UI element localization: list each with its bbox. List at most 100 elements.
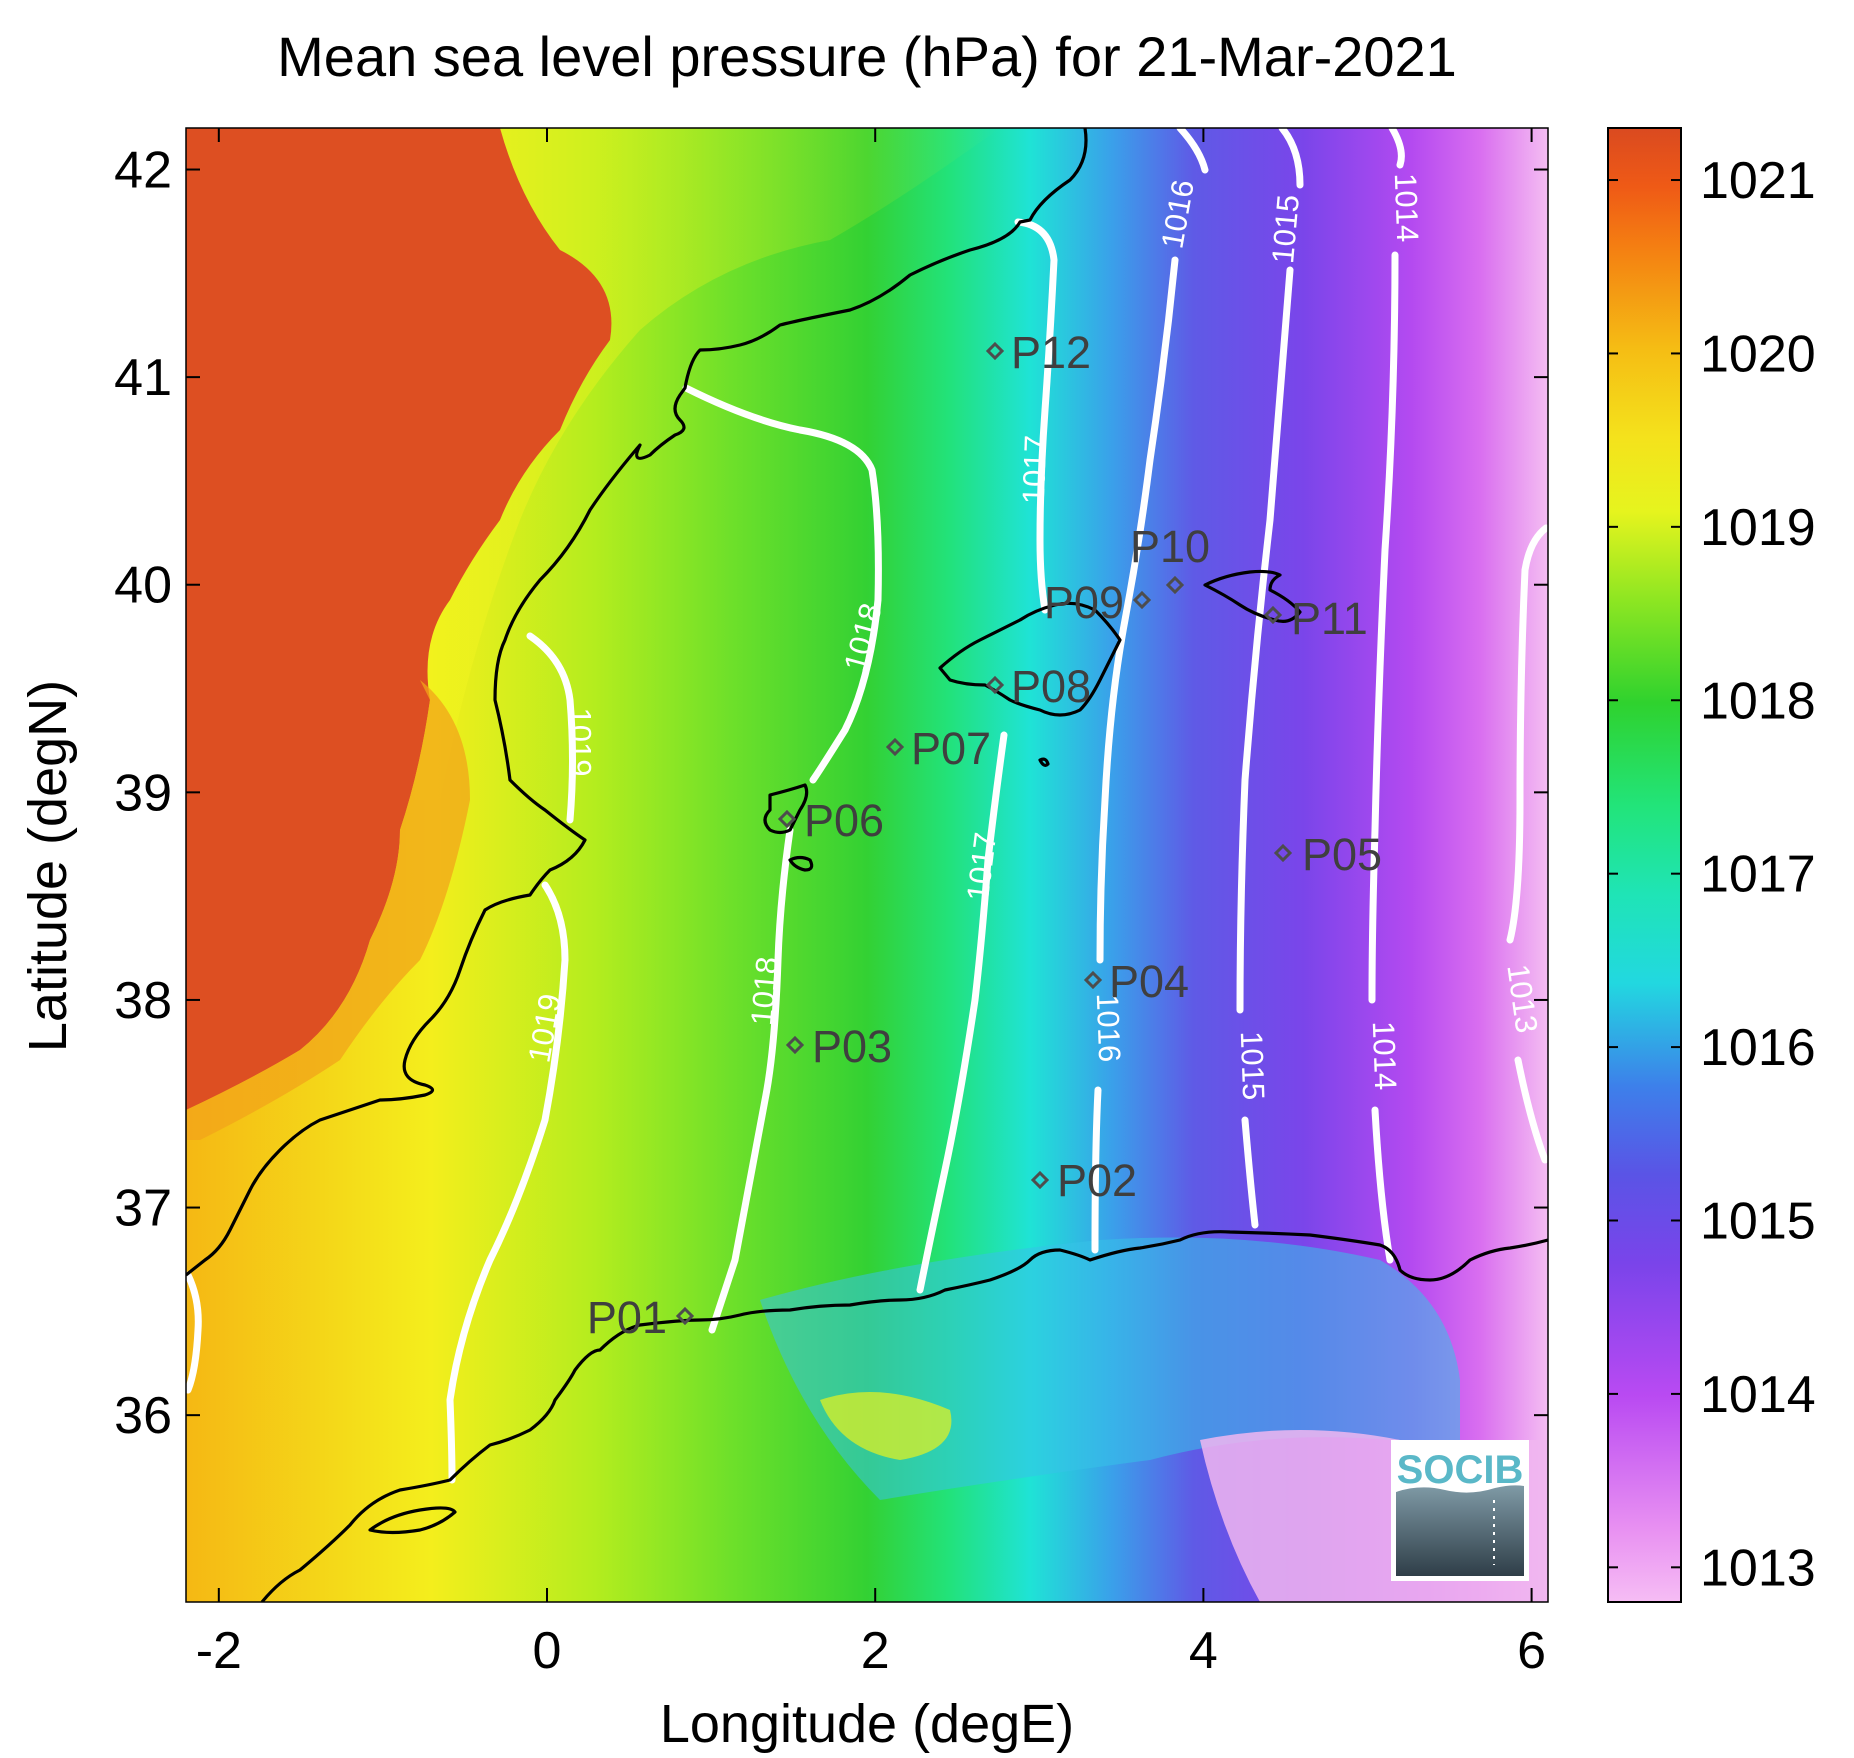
station-marker [675, 1306, 695, 1326]
contour-1013-south [1514, 1056, 1548, 1164]
station-P10[interactable]: P10 [1130, 521, 1210, 595]
contour-1015-south [1241, 1116, 1259, 1229]
coastline-ibiza [763, 783, 809, 835]
x-axis-label: Longitude (degE) [660, 1694, 1074, 1754]
colorbar-ticks: 1013 1014 1015 1016 1017 1018 1019 1020 1021 [1608, 152, 1816, 1597]
contour-1019-west [186, 1271, 202, 1394]
colorbar-tick-label: 1016 [1700, 1019, 1816, 1077]
station-label: P01 [587, 1292, 667, 1343]
contour-label: 1016 [1090, 993, 1127, 1063]
coastline-iberia [186, 128, 1088, 1277]
colorbar-fill [1607, 127, 1682, 1603]
coastline-mallorca [938, 601, 1122, 717]
station-marker [985, 675, 1005, 695]
africa-yellow-patch [820, 1392, 952, 1460]
station-label: P12 [1011, 327, 1091, 378]
station-P03[interactable]: P03 [785, 1021, 892, 1072]
coastline-formentera [788, 855, 814, 872]
iberia-high-region [186, 128, 612, 1110]
coastline-africa [260, 1230, 1548, 1602]
logo-wave [1396, 1485, 1524, 1576]
station-marker [985, 341, 1005, 361]
station-P01[interactable]: P01 [587, 1292, 695, 1343]
coastline-menorca [1203, 569, 1302, 623]
station-label: P09 [1044, 577, 1124, 628]
station-label: P10 [1130, 521, 1210, 572]
colorbar-tick-label: 1018 [1700, 672, 1816, 730]
station-P02[interactable]: P02 [1030, 1155, 1137, 1206]
y-tick-label: 39 [114, 764, 172, 822]
plot-area: 1019 1019 1018 1018 1017 1017 1016 1016 … [186, 128, 1548, 1602]
colorbar-tick-label: 1014 [1700, 1366, 1816, 1424]
colorbar-tick-label: 1020 [1700, 325, 1816, 383]
x-tick-label: 2 [861, 1622, 890, 1680]
colorbar-tick-label: 1013 [1700, 1539, 1816, 1597]
colorbar-tick-label: 1017 [1700, 846, 1816, 904]
contour-1017-north [1014, 218, 1058, 614]
station-P12[interactable]: P12 [985, 327, 1091, 378]
contour-label: 1014 [1388, 173, 1425, 243]
contour-label: 1017 [1016, 435, 1053, 505]
station-P07[interactable]: P07 [885, 723, 991, 774]
station-P08[interactable]: P08 [985, 661, 1091, 712]
station-label: P08 [1011, 661, 1091, 712]
x-tick-label: -2 [196, 1622, 242, 1680]
contour-1018-south [708, 826, 794, 1334]
y-tick-label: 36 [114, 1387, 172, 1445]
contour-1013 [1506, 524, 1548, 944]
station-label: P02 [1057, 1155, 1137, 1206]
contour-label: 1014 [1366, 1021, 1403, 1091]
contour-1014-north [1388, 128, 1405, 169]
contour-lines [186, 128, 1548, 1484]
y-tick-label: 41 [114, 349, 172, 407]
station-P04[interactable]: P04 [1083, 956, 1189, 1007]
station-P11[interactable]: P11 [1263, 593, 1368, 644]
station-label: P03 [812, 1021, 892, 1072]
station-marker [777, 809, 797, 829]
station-label: P05 [1302, 829, 1382, 880]
station-marker [1273, 843, 1293, 863]
station-P06[interactable]: P06 [777, 795, 884, 846]
y-tick-label: 38 [114, 972, 172, 1030]
logo-text: SOCIB [1397, 1448, 1524, 1492]
iberia-transition [186, 680, 470, 1140]
contour-1015-north [1278, 128, 1304, 189]
station-P05[interactable]: P05 [1273, 829, 1382, 880]
station-marker [1165, 575, 1185, 595]
contour-1014-south [1371, 1106, 1394, 1264]
station-label: P06 [804, 795, 884, 846]
station-P09[interactable]: P09 [1044, 577, 1152, 628]
station-label: P07 [911, 723, 991, 774]
x-tick-label: 4 [1189, 1622, 1218, 1680]
x-tick-label: 6 [1517, 1622, 1546, 1680]
station-marker [1083, 970, 1103, 990]
chart-title: Mean sea level pressure (hPa) for 21-Mar… [277, 25, 1457, 88]
contour-1016-south [1091, 1086, 1102, 1254]
station-marker [1132, 590, 1152, 610]
contour-1016-north [1176, 128, 1209, 174]
y-axis-label: Latitude (degN) [18, 680, 78, 1052]
colorbar: 1013 1014 1015 1016 1017 1018 1019 1020 1021 [1607, 127, 1816, 1603]
contour-label: 1019 [563, 708, 598, 777]
y-axis-ticks: 36 37 38 39 40 41 42 [114, 142, 1548, 1445]
plot-frame [185, 127, 1549, 1603]
x-tick-label: 0 [533, 1622, 562, 1680]
station-label: P04 [1109, 956, 1189, 1007]
colorbar-tick-label: 1019 [1700, 499, 1816, 557]
y-tick-label: 37 [114, 1180, 172, 1238]
socib-logo: SOCIB [1391, 1440, 1529, 1581]
contour-1019-south [446, 881, 569, 1484]
contour-label: 1015 [1234, 1031, 1271, 1101]
contour-1015-mid [1236, 266, 1294, 1014]
y-tick-label: 42 [114, 142, 172, 200]
contour-1017-south [916, 731, 1008, 1294]
contour-label: 1015 [1265, 193, 1306, 265]
colorbar-tick-label: 1015 [1700, 1192, 1816, 1250]
station-markers: P01 P02 P03 P04 P05 P06 [587, 327, 1382, 1343]
contour-1018-north [682, 384, 882, 784]
station-marker [1263, 605, 1283, 625]
station-marker [885, 737, 905, 757]
coastlines [186, 128, 1548, 1602]
contour-1014-mid [1368, 251, 1399, 1004]
